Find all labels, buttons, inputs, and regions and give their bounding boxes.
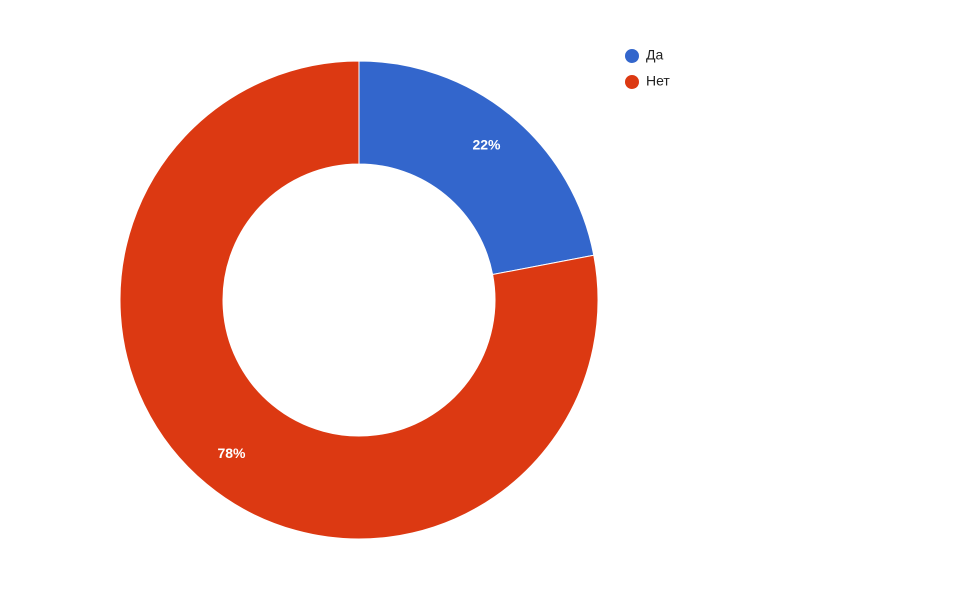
value-label: 22% bbox=[472, 137, 501, 153]
legend-swatch bbox=[625, 75, 639, 89]
value-label: 78% bbox=[217, 445, 246, 461]
slice bbox=[119, 60, 599, 540]
legend-swatch bbox=[625, 49, 639, 63]
legend-text: Нет bbox=[646, 73, 670, 89]
slice bbox=[358, 60, 595, 276]
legend-text: Да bbox=[646, 47, 663, 63]
